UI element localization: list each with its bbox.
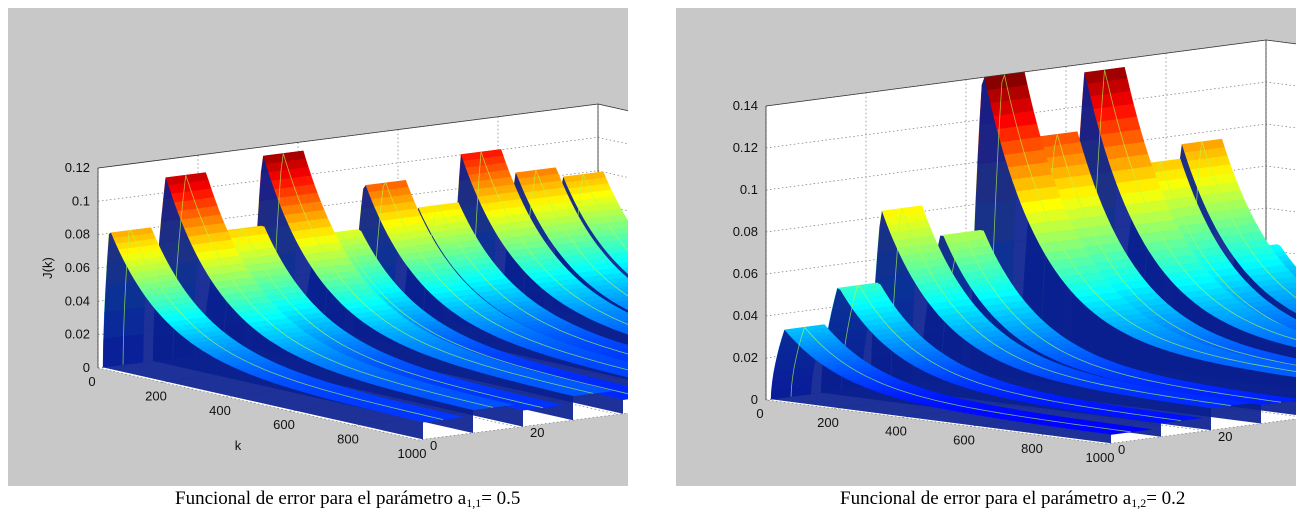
- surface-ridge: [1190, 141, 1296, 344]
- surface-plot-left: 00.020.040.060.080.10.120200400600800100…: [40, 103, 628, 461]
- surface-strip: [770, 324, 1152, 444]
- z-tick-label: 0.14: [733, 98, 758, 113]
- z-tick-label: 0.06: [65, 260, 90, 275]
- surface-patch: [1292, 376, 1296, 378]
- x-axis-label: k: [235, 438, 242, 453]
- surface-patch: [626, 333, 628, 335]
- surface-ridge: [572, 173, 628, 308]
- surface-patch: [626, 272, 628, 275]
- x-tick-label: 400: [885, 424, 907, 439]
- x-tick-label: 1000: [1086, 450, 1115, 465]
- x-tick-label: 0: [756, 406, 763, 421]
- chart-panel-left: 0 0.02 0.04 0.06 0.08 0.1 0.12 0 200 400 600 800 100…: [8, 8, 628, 486]
- z-tick-label: 0.08: [733, 224, 758, 239]
- surface-patch: [1293, 346, 1296, 348]
- x-tick-label: 600: [953, 432, 975, 447]
- z-tick-label: 0.06: [733, 266, 758, 281]
- surface-ridge: [840, 285, 1182, 421]
- surface-ridge: [522, 168, 628, 314]
- z-tick-label: 0.04: [65, 293, 90, 308]
- surface-ridge: [790, 326, 1132, 433]
- x-tick-label: 0: [88, 374, 95, 389]
- caption-right: Funcional de error para el parámetro a1,…: [840, 488, 1186, 510]
- x-tick-label: 200: [145, 388, 167, 403]
- surface-ridge: [172, 175, 494, 408]
- surface-ridge: [322, 231, 628, 395]
- x-tick-label: 600: [273, 417, 295, 432]
- grid-line-x: [417, 412, 628, 441]
- z-tick-label: 0: [83, 360, 90, 375]
- y-tick-label: 0: [1118, 442, 1125, 457]
- surface-strip: [102, 227, 464, 440]
- surface-ridge: [940, 232, 1282, 403]
- chart-panel-right: 0 0.02 0.04 0.06 0.08 0.1 0.12 0.14 0 200 400 600 80…: [676, 8, 1296, 486]
- surface-ridge: [222, 228, 544, 409]
- surface-patch: [625, 308, 628, 311]
- grid-line-x: [1105, 418, 1296, 445]
- surface-ridge: [890, 208, 1232, 406]
- z-tick-label: 0: [751, 392, 758, 407]
- box-edge: [765, 39, 1267, 107]
- surface-ridge: [272, 153, 594, 394]
- z-tick-label: 0.1: [740, 182, 758, 197]
- z-tick-label: 0.12: [733, 140, 758, 155]
- surface-patch: [623, 375, 628, 378]
- y-tick-label: 0: [430, 438, 437, 453]
- z-axis-label: J(k): [40, 257, 55, 279]
- z-tick-label: 0.12: [65, 160, 90, 175]
- surface-ridge: [1040, 134, 1296, 366]
- y-tick-label: 20: [1218, 429, 1232, 444]
- box-edge: [97, 103, 599, 169]
- x-tick-label: 400: [209, 403, 231, 418]
- x-tick-label: 1000: [398, 446, 427, 461]
- surface-side: [771, 329, 1111, 444]
- surface-side: [103, 232, 423, 440]
- surface-ridge: [1090, 69, 1296, 358]
- surface-plot-right: 00.020.040.060.080.10.120.14020040060080…: [733, 39, 1296, 465]
- surface-ridge: [472, 151, 628, 325]
- y-tick-label: 20: [530, 425, 544, 440]
- x-tick-label: 200: [817, 415, 839, 430]
- surface-ridge: [422, 204, 628, 355]
- z-tick-label: 0.02: [65, 327, 90, 342]
- z-tick-label: 0.02: [733, 350, 758, 365]
- surface-ridge: [990, 73, 1296, 372]
- z-tick-label: 0.08: [65, 227, 90, 242]
- surface-ridge: [372, 181, 628, 371]
- z-tick-label: 0.1: [72, 193, 90, 208]
- z-tick-label: 0.04: [733, 308, 758, 323]
- surface-ridge: [122, 229, 444, 420]
- surface-ridge: [1140, 160, 1296, 351]
- x-tick-label: 800: [337, 432, 359, 447]
- x-tick-label: 800: [1021, 441, 1043, 456]
- caption-left: Funcional de error para el parámetro a1,…: [175, 488, 521, 510]
